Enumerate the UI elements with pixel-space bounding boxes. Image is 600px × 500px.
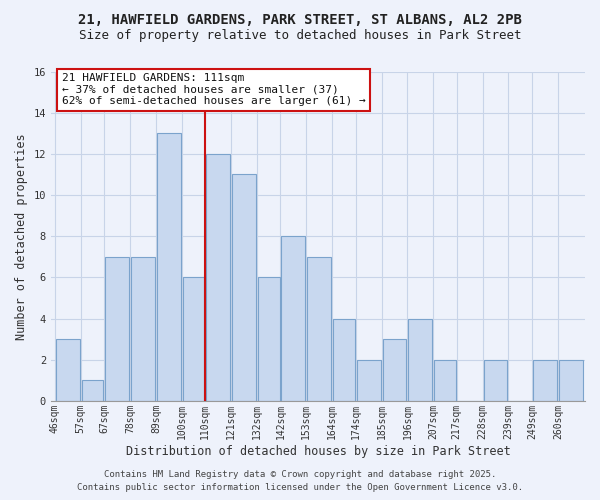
Bar (258, 278, 280, 401)
Bar (434, 360, 456, 401)
Text: 21, HAWFIELD GARDENS, PARK STREET, ST ALBANS, AL2 2PB: 21, HAWFIELD GARDENS, PARK STREET, ST AL… (78, 12, 522, 26)
Bar (131, 257, 155, 401)
Text: 21 HAWFIELD GARDENS: 111sqm
← 37% of detached houses are smaller (37)
62% of sem: 21 HAWFIELD GARDENS: 111sqm ← 37% of det… (62, 73, 365, 106)
Bar (533, 360, 557, 401)
Text: Size of property relative to detached houses in Park Street: Size of property relative to detached ho… (79, 29, 521, 42)
Text: Contains HM Land Registry data © Crown copyright and database right 2025.
Contai: Contains HM Land Registry data © Crown c… (77, 470, 523, 492)
Bar (182, 278, 205, 401)
Bar (307, 257, 331, 401)
Bar (105, 257, 129, 401)
Bar (333, 318, 355, 401)
Bar (56, 339, 80, 401)
Bar (409, 318, 432, 401)
Bar (157, 134, 181, 401)
Bar (232, 174, 256, 401)
Bar (82, 380, 103, 401)
Bar (484, 360, 508, 401)
Bar (559, 360, 583, 401)
Bar (357, 360, 380, 401)
Bar (206, 154, 230, 401)
Bar (281, 236, 305, 401)
X-axis label: Distribution of detached houses by size in Park Street: Distribution of detached houses by size … (125, 444, 511, 458)
Y-axis label: Number of detached properties: Number of detached properties (15, 133, 28, 340)
Bar (383, 339, 406, 401)
